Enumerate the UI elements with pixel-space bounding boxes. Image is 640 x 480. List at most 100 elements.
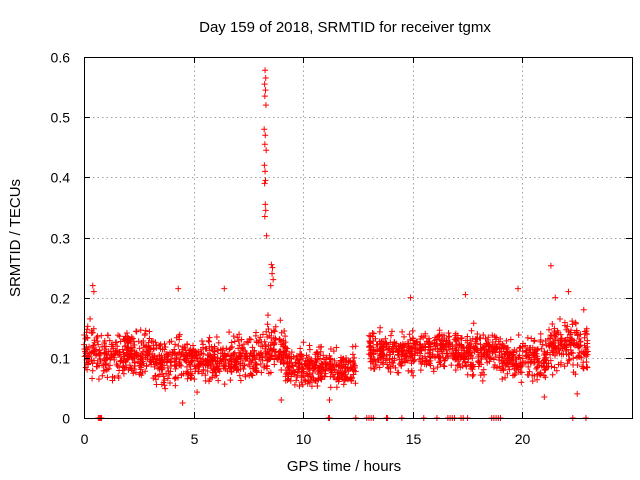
data-point (453, 350, 460, 357)
data-point (289, 369, 296, 376)
data-point (444, 352, 451, 359)
data-point (417, 336, 424, 343)
tick-labels: 0 0.1 0.2 0.3 0.4 0.5 0.6 0 5 10 15 20 (51, 50, 531, 448)
data-point (549, 320, 556, 327)
data-point (122, 358, 129, 365)
data-point (218, 358, 225, 365)
data-point (318, 374, 325, 381)
data-point (331, 357, 338, 364)
data-point (199, 360, 206, 367)
data-point (434, 364, 441, 371)
data-point (100, 367, 107, 374)
data-point (459, 345, 466, 352)
data-point (112, 339, 119, 346)
data-point (421, 353, 428, 360)
data-point (132, 362, 139, 369)
data-point (480, 344, 487, 351)
data-point (468, 327, 475, 334)
data-point (475, 353, 482, 360)
data-point (340, 381, 347, 388)
data-point (510, 351, 517, 358)
data-point (443, 347, 450, 354)
data-point (109, 373, 116, 380)
data-point (563, 351, 570, 358)
data-point (576, 349, 583, 356)
y-tick-label: 0.4 (51, 170, 71, 186)
data-point (262, 177, 269, 184)
data-point (303, 370, 310, 377)
data-point (577, 338, 584, 345)
data-point (557, 338, 564, 345)
data-point (286, 358, 293, 365)
data-point (176, 361, 183, 368)
data-point (561, 363, 568, 370)
data-point (102, 350, 109, 357)
data-point (430, 346, 437, 353)
data-point (342, 375, 349, 382)
data-point (496, 363, 503, 370)
data-point (440, 362, 447, 369)
data-point (390, 344, 397, 351)
data-point (340, 355, 347, 362)
data-point (321, 359, 328, 366)
data-point (480, 332, 487, 339)
data-point (485, 337, 492, 344)
data-point (124, 349, 131, 356)
data-point (188, 375, 195, 382)
data-point (154, 365, 161, 372)
data-point (513, 362, 520, 369)
data-point (514, 364, 521, 371)
data-point (261, 363, 268, 370)
data-point (123, 357, 130, 364)
data-point (445, 333, 452, 340)
data-point (226, 365, 233, 372)
data-point (221, 362, 228, 369)
data-point (262, 75, 269, 82)
data-point (523, 353, 530, 360)
data-point (269, 352, 276, 359)
data-point (176, 336, 183, 343)
data-point (272, 336, 279, 343)
data-point (282, 333, 289, 340)
data-point (131, 338, 138, 345)
data-point (323, 362, 330, 369)
data-point (226, 329, 233, 336)
data-point (441, 357, 448, 364)
data-point (123, 330, 130, 337)
data-point (94, 359, 101, 366)
data-point (249, 344, 256, 351)
data-point (84, 335, 91, 342)
data-point (187, 366, 194, 373)
data-point (152, 339, 159, 346)
data-point (206, 347, 213, 354)
data-point (339, 365, 346, 372)
data-point (221, 350, 228, 357)
data-point (88, 357, 95, 364)
data-point (371, 366, 378, 373)
x-tick-label: 20 (515, 431, 531, 447)
data-point (446, 333, 453, 340)
data-point (436, 336, 443, 343)
data-point (161, 377, 168, 384)
data-point (243, 338, 250, 345)
data-point (564, 323, 571, 330)
data-point (368, 358, 375, 365)
data-point (184, 375, 191, 382)
data-point (470, 363, 477, 370)
data-point (575, 353, 582, 360)
data-point (211, 366, 218, 373)
data-point (524, 334, 531, 341)
data-point (525, 363, 532, 370)
data-point (557, 361, 564, 368)
data-point (121, 343, 128, 350)
data-point (418, 347, 425, 354)
data-point (239, 344, 246, 351)
data-point (136, 345, 143, 352)
data-point (113, 361, 120, 368)
data-point (583, 353, 590, 360)
data-point (216, 368, 223, 375)
data-point (259, 357, 266, 364)
data-point (461, 354, 468, 361)
data-point (349, 351, 356, 358)
